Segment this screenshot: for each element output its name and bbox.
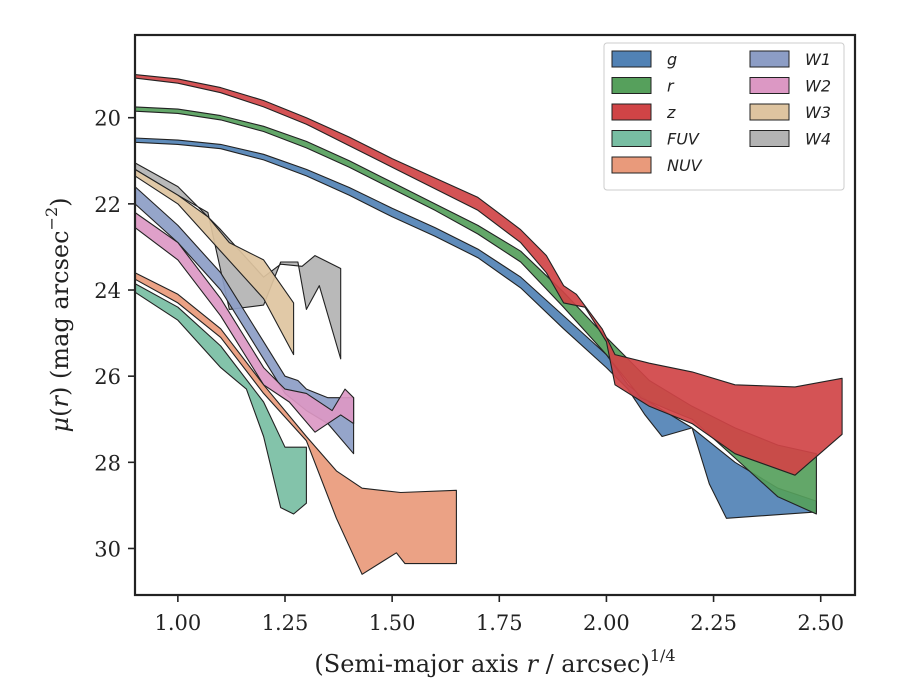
y-tick-label: 20 [94, 107, 121, 131]
legend-swatch-fuv [611, 130, 652, 147]
legend-swatch-w1 [749, 50, 790, 68]
y-tick-label: 24 [94, 279, 121, 303]
band-r [134, 106, 817, 515]
profile-bands [134, 74, 843, 575]
legend-label-fuv: FUV [667, 130, 700, 149]
legend-label-w4: W4 [805, 130, 831, 149]
y-axis-ticks: 20 22 24 26 28 30 [94, 107, 135, 561]
legend-label-nuv: NUV [667, 156, 703, 175]
y-axis-label: μ(r) (mag arcsec−2) [42, 197, 74, 432]
band-nuv [134, 272, 457, 575]
legend-swatch-g [611, 50, 652, 68]
legend-label-z: z [666, 103, 676, 122]
x-tick-label: 1.50 [369, 611, 416, 635]
band-w2 [134, 211, 355, 433]
x-tick-label: 2.50 [797, 611, 844, 635]
y-tick-label: 28 [94, 451, 121, 475]
band-g [134, 137, 817, 519]
legend-label-r: r [667, 77, 675, 96]
legend-swatch-r [611, 77, 652, 94]
band-fuv [134, 283, 307, 515]
legend-swatch-nuv [611, 156, 652, 174]
x-tick-label: 1.75 [476, 611, 523, 635]
legend-label-w1: W1 [805, 50, 831, 69]
legend: grz FUV NUV W1 W2 W3 W4 [603, 42, 845, 191]
x-tick-label: 1.25 [262, 611, 309, 635]
x-axis-ticks: 1.00 1.25 1.50 1.75 2.00 2.25 2.50 [154, 595, 844, 635]
x-axis-label: (Semi-major axis r / arcsec)1/4 [314, 646, 675, 678]
legend-swatch-w4 [749, 130, 790, 147]
band-w3 [134, 168, 295, 356]
x-tick-label: 2.25 [690, 611, 737, 635]
legend-swatch-w2 [749, 77, 790, 94]
plot-frame [133, 33, 857, 597]
band-z [134, 74, 843, 476]
legend-label-w3: W3 [805, 103, 831, 122]
band-w1 [134, 186, 355, 455]
x-tick-label: 2.00 [583, 611, 630, 635]
legend-label-w2: W2 [805, 77, 831, 96]
y-tick-label: 26 [94, 365, 121, 389]
x-tick-label: 1.00 [154, 611, 201, 635]
y-tick-label: 30 [94, 537, 121, 561]
legend-label-g: g [667, 50, 677, 69]
legend-swatch-z [611, 103, 652, 121]
y-tick-label: 22 [94, 193, 121, 217]
legend-swatch-w3 [749, 103, 790, 121]
